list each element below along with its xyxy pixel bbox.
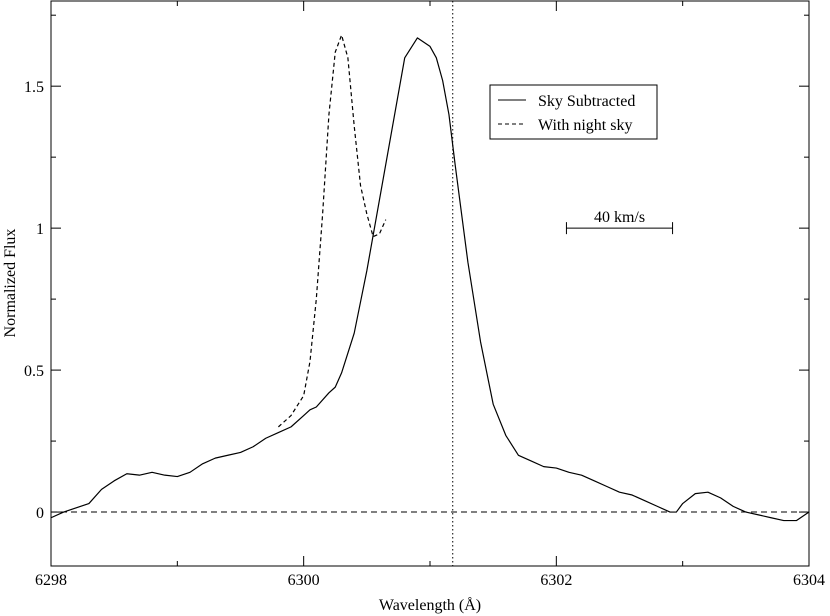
y-tick-label: 0 [36, 505, 44, 522]
x-axis-label: Wavelength (Å) [379, 596, 481, 614]
legend-entry-sky-subtracted: Sky Subtracted [538, 93, 635, 110]
y-tick-label: 0.5 [24, 363, 44, 380]
y-tick-label: 1 [36, 221, 44, 238]
y-axis-label: Normalized Flux [2, 229, 19, 338]
y-axis-ticks: 0 0.5 1 1.5 [24, 14, 809, 522]
legend-entry-with-night-sky: With night sky [538, 117, 632, 134]
scale-bar-annotation: 40 km/s [565, 209, 674, 235]
plot-frame [50, 0, 810, 567]
x-tick-label: 6298 [35, 572, 67, 589]
series-line-with-night-sky [277, 34, 387, 428]
legend: Sky Subtracted With night sky [489, 84, 658, 140]
x-tick-label: 6300 [288, 572, 320, 589]
x-axis-ticks: 6298 6300 6302 6304 [35, 1, 825, 589]
x-tick-label: 6302 [540, 572, 572, 589]
y-tick-label: 1.5 [24, 79, 44, 96]
legend-box [489, 84, 658, 140]
series-layer [51, 34, 809, 522]
series-line-sky-subtracted [51, 37, 809, 522]
scale-bar-label: 40 km/s [594, 209, 645, 226]
x-tick-label: 6304 [793, 572, 825, 589]
